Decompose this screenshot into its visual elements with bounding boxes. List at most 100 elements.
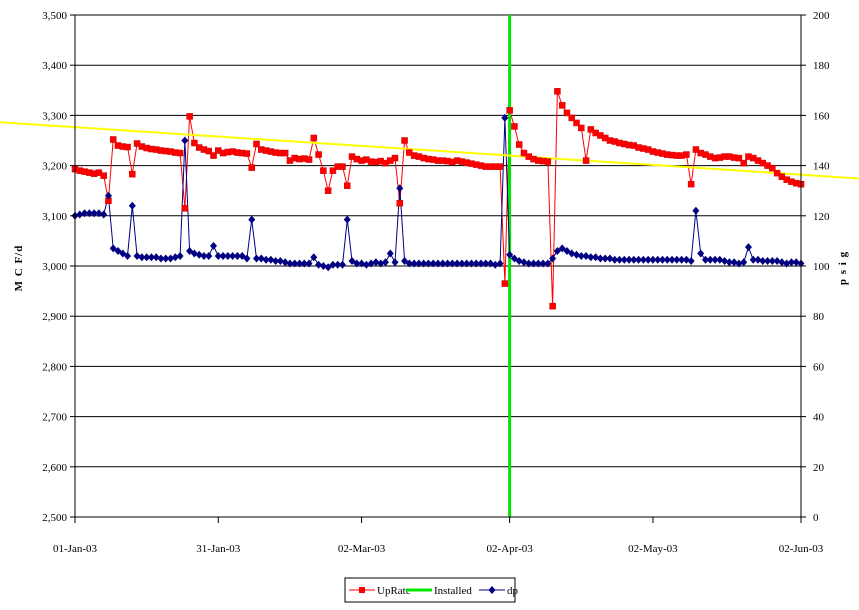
- uprate-point: [563, 109, 571, 117]
- uprate-point: [129, 170, 136, 178]
- dp-point: [176, 251, 184, 260]
- dp-point: [396, 184, 404, 193]
- uprate-point: [243, 150, 251, 157]
- dp-point: [716, 255, 724, 264]
- dp-point: [601, 254, 609, 263]
- dp-point: [420, 259, 428, 268]
- dp-point: [787, 258, 795, 267]
- dp-point: [171, 253, 179, 262]
- dp-point: [305, 259, 313, 268]
- dp-point: [520, 258, 528, 267]
- dp-point: [749, 255, 757, 264]
- uprate-point: [205, 147, 212, 155]
- dp-point: [549, 254, 557, 263]
- dp-point: [706, 255, 714, 264]
- series-line-uprate: [74, 91, 802, 307]
- dp-point: [128, 201, 136, 210]
- dp-point: [515, 256, 523, 265]
- dp-point: [444, 259, 452, 268]
- dp-point: [343, 215, 351, 224]
- dp-point: [477, 259, 485, 268]
- dp-point: [539, 259, 547, 268]
- dp-point: [291, 259, 299, 268]
- y-left-tick-label: 3,300: [42, 110, 67, 122]
- uprate-point: [191, 139, 198, 147]
- x-tick-label: 02-Apr-03: [487, 543, 534, 555]
- dp-point: [90, 209, 98, 218]
- y-left-tick-label: 3,200: [42, 161, 67, 173]
- dp-point: [467, 259, 475, 268]
- dp-point: [85, 209, 93, 218]
- dp-point: [229, 251, 237, 260]
- uprate-point: [515, 141, 523, 148]
- dp-point: [725, 258, 733, 267]
- x-tick-label: 02-May-03: [628, 543, 678, 555]
- trendline: [0, 121, 859, 180]
- dp-point: [668, 255, 676, 264]
- dp-point: [616, 255, 623, 264]
- dp-point: [233, 251, 241, 260]
- y-right-tick-label: 120: [813, 211, 830, 223]
- uprate-point: [401, 137, 408, 144]
- y-right-tick-label: 180: [813, 60, 830, 72]
- dp-point: [272, 256, 280, 265]
- dp-point: [611, 255, 619, 264]
- dp-point: [491, 260, 499, 269]
- tick-labels: 2,500 2,600 2,700 2,800 2,900 3,000 3,100 3,200…: [42, 10, 830, 555]
- dp-point: [534, 259, 542, 268]
- dp-point: [415, 259, 423, 268]
- dp-point: [410, 259, 418, 268]
- dp-point: [353, 259, 361, 268]
- dp-point: [649, 255, 657, 264]
- uprate-point: [769, 164, 776, 172]
- dp-point: [195, 250, 203, 259]
- dp-point: [654, 255, 662, 264]
- dp-point: [687, 256, 695, 265]
- y-left-axis-title: M C F/d: [13, 245, 25, 292]
- uprate-point: [176, 149, 184, 157]
- dp-point: [506, 250, 514, 259]
- dp-point: [487, 259, 495, 268]
- legend: UpRate Installed dp: [344, 577, 519, 603]
- dp-point: [501, 113, 509, 122]
- uprate-point: [568, 114, 575, 122]
- dp-point: [334, 260, 342, 269]
- y-left-tick-label: 3,500: [42, 10, 67, 22]
- dp-point: [205, 251, 213, 260]
- uprate-point: [683, 151, 690, 158]
- dp-point: [152, 253, 160, 262]
- uprate-point: [248, 164, 255, 171]
- uprate-point: [687, 180, 695, 188]
- dp-point: [100, 210, 108, 219]
- dp-point: [434, 259, 442, 268]
- y-left-tick-label: 3,000: [42, 261, 67, 273]
- dp-point: [253, 254, 260, 263]
- dp-point: [596, 254, 604, 263]
- dp-point: [482, 259, 490, 268]
- dp-point: [104, 191, 112, 200]
- dp-point: [214, 251, 222, 260]
- dp-point: [219, 251, 227, 260]
- uprate-point: [181, 205, 189, 212]
- dp-point: [162, 254, 170, 263]
- dp-point: [133, 251, 141, 260]
- dp-point: [577, 251, 585, 260]
- dp-point: [157, 254, 165, 263]
- dp-point: [329, 260, 337, 269]
- dp-point: [778, 258, 786, 267]
- uprate-point: [339, 163, 346, 170]
- uprate-point: [320, 167, 327, 174]
- dp-point: [711, 255, 719, 264]
- dp-point: [276, 256, 284, 265]
- dp-point: [587, 253, 595, 262]
- x-tick-label: 02-Mar-03: [338, 543, 386, 555]
- dp-point: [300, 259, 308, 268]
- dp-point: [138, 253, 146, 262]
- dp-point: [281, 258, 289, 267]
- y-right-tick-label: 40: [813, 412, 825, 424]
- dp-point: [362, 260, 370, 269]
- dp-point: [381, 258, 389, 267]
- dp-point: [429, 259, 437, 268]
- dp-point: [740, 258, 748, 267]
